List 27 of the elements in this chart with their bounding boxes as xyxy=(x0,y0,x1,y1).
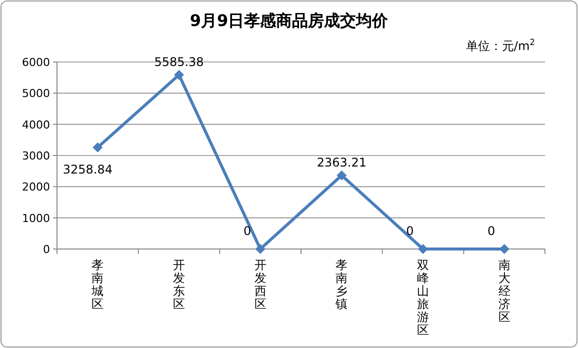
point xyxy=(174,70,184,80)
y-tick-label: 1000 xyxy=(22,212,50,225)
x-tick-label: 开发西区 xyxy=(254,258,266,311)
data-label: 0 xyxy=(488,224,496,238)
y-tick-label: 5000 xyxy=(22,87,50,100)
data-label: 2363.21 xyxy=(316,155,366,170)
x-tick-label: 双峰山旅游区 xyxy=(417,258,429,337)
y-tick-label: 2000 xyxy=(22,180,50,194)
point xyxy=(92,142,103,152)
y-tick-label: 3000 xyxy=(22,150,50,162)
point xyxy=(255,244,266,254)
point xyxy=(336,170,347,180)
chart-title: 9月9日孝感商品房成交均价 xyxy=(190,11,390,30)
x-tick-label: 开发东区 xyxy=(173,258,185,311)
x-tick-label: 孝南乡镇 xyxy=(334,258,348,311)
text: 单位：元/m$^{2}$ xyxy=(466,37,535,53)
point xyxy=(418,244,428,254)
y-tick-label: 0 xyxy=(43,243,50,256)
point xyxy=(499,244,510,254)
y-tick-label: 6000 xyxy=(22,56,50,69)
data-label: 3258.84 xyxy=(62,162,112,176)
x-tick-label: 孝南城区 xyxy=(90,258,104,311)
data-label: 0 xyxy=(244,224,252,238)
data-label: 5585.38 xyxy=(154,54,204,69)
x-tick-label: 南大经济区 xyxy=(498,258,510,324)
y-tick-label: 4000 xyxy=(22,118,50,132)
data-label: 0 xyxy=(406,224,414,238)
